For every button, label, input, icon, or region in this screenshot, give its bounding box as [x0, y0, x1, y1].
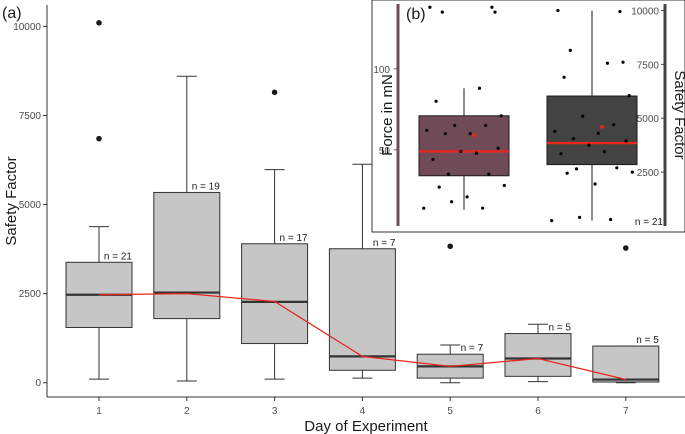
jitter-point	[581, 114, 585, 118]
right-axis-title: Safety Factor	[671, 70, 685, 159]
outlier-point	[271, 89, 278, 96]
right-tick-label: 7500	[637, 60, 660, 71]
x-tick-label: 5	[447, 406, 453, 417]
n-label: n = 5	[548, 323, 571, 334]
jitter-point	[568, 48, 572, 52]
jitter-point	[553, 129, 557, 133]
jitter-point	[578, 215, 582, 219]
x-axis-title: Day of Experiment	[304, 418, 428, 434]
n-label: n = 7	[461, 343, 484, 354]
jitter-point	[621, 60, 625, 64]
x-tick-label: 2	[184, 406, 190, 417]
mean-line	[98, 293, 626, 381]
jitter-point	[559, 152, 563, 156]
box	[328, 248, 396, 371]
box	[241, 243, 309, 345]
inset-n-label: n = 21	[635, 217, 664, 228]
jitter-point	[596, 131, 600, 135]
box	[504, 333, 572, 377]
jitter-point	[468, 132, 472, 136]
left-axis-title: Force in mN	[379, 74, 396, 156]
jitter-point	[443, 132, 447, 136]
n-label: n = 7	[373, 238, 396, 249]
y-tick-label: 2500	[19, 289, 42, 300]
jitter-point	[446, 172, 451, 176]
jitter-point	[440, 10, 444, 14]
jitter-point	[474, 151, 478, 155]
inset-box	[418, 115, 510, 177]
y-tick-label: 10000	[13, 22, 41, 33]
jitter-point	[490, 5, 494, 9]
panel-b: 50 100 2500 5000 7500 10000 Force in mN Safety …	[371, 0, 685, 233]
jitter-point	[496, 146, 500, 150]
box	[153, 191, 221, 320]
jitter-point	[562, 75, 566, 79]
jitter-point	[565, 171, 569, 175]
y-tick-label: 0	[35, 378, 41, 389]
outlier-point	[96, 20, 102, 26]
jitter-point	[550, 219, 554, 223]
jitter-point	[465, 195, 469, 199]
jitter-point	[609, 217, 613, 222]
left-tick-label: 50	[379, 146, 391, 157]
jitter-point	[493, 10, 497, 14]
jitter-point	[437, 185, 441, 189]
jitter-point	[484, 123, 488, 128]
inset-mean-point	[472, 133, 476, 138]
jitter-point	[593, 182, 597, 186]
panel-a: 0 2500 5000 7500 10000 1 2 3 4 5 6 7 n = 21 n = 19 n =…	[2, 5, 685, 434]
jitter-point	[602, 150, 607, 154]
n-label: n = 21	[104, 251, 133, 262]
jitter-point	[615, 166, 619, 170]
jitter-point	[612, 123, 616, 127]
right-tick-label: 10000	[631, 6, 659, 17]
right-tick-label: 2500	[637, 168, 660, 179]
right-tick-label: 5000	[637, 114, 660, 125]
jitter-point	[450, 200, 454, 204]
jitter-point	[618, 9, 622, 14]
jitter-point	[587, 143, 591, 147]
panel-label-b: (b)	[406, 6, 426, 23]
jitter-point	[477, 86, 482, 90]
jitter-point	[428, 5, 432, 9]
x-tick-label: 4	[360, 406, 366, 417]
jitter-point	[487, 172, 491, 176]
y-axis-title: Safety Factor	[3, 156, 20, 245]
jitter-point	[627, 94, 631, 98]
jitter-point	[453, 123, 457, 128]
outlier-point	[623, 245, 629, 251]
jitter-point	[499, 114, 503, 118]
x-tick-label: 6	[535, 406, 541, 417]
inset-mean-point	[600, 124, 604, 129]
jitter-point	[502, 183, 506, 188]
jitter-point	[425, 128, 429, 132]
jitter-point	[422, 206, 426, 210]
outlier-point	[96, 135, 102, 142]
jitter-point	[459, 149, 463, 154]
n-label: n = 19	[192, 181, 221, 192]
outlier-point	[447, 243, 454, 250]
n-label: n = 17	[280, 233, 309, 244]
left-tick-label: 100	[373, 65, 390, 76]
jitter-point	[630, 170, 634, 174]
jitter-point	[481, 206, 485, 210]
jitter-point	[431, 157, 435, 162]
jitter-point	[605, 61, 610, 65]
y-tick-label: 5000	[19, 200, 42, 211]
x-tick-label: 1	[96, 406, 102, 417]
jitter-point	[434, 99, 438, 103]
jitter-point	[571, 137, 576, 141]
x-tick-label: 7	[623, 406, 629, 417]
jitter-point	[556, 8, 560, 13]
jitter-point	[624, 139, 628, 143]
jitter-point	[574, 167, 579, 171]
y-tick-label: 7500	[19, 111, 42, 122]
panel-label-a: (a)	[2, 5, 22, 22]
n-label: n = 5	[636, 335, 659, 346]
x-tick-label: 3	[272, 406, 278, 417]
box	[592, 345, 660, 383]
